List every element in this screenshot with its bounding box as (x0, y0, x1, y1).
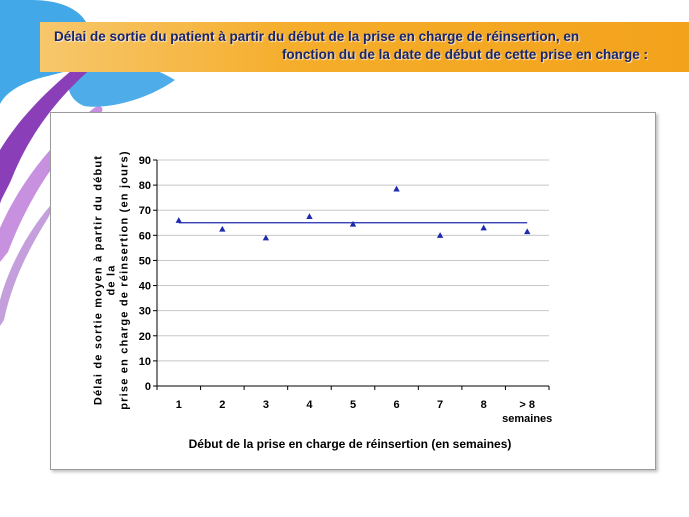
x-axis-label: Début de la prise en charge de réinserti… (188, 437, 512, 451)
y-tick-label: 80 (139, 180, 151, 192)
data-point (306, 213, 313, 220)
data-point (480, 224, 487, 231)
data-point (262, 234, 270, 241)
x-tick-label: 3 (263, 399, 269, 411)
page-title-line-1: Délai de sortie du patient à partir du d… (54, 29, 580, 44)
x-tick-label: 6 (393, 399, 399, 411)
data-point (219, 225, 226, 232)
x-tick-label: 7 (437, 399, 443, 411)
y-tick-label: 0 (145, 381, 151, 393)
y-tick-label: 70 (139, 205, 151, 217)
y-axis-label: Délai de sortie moyen à partir du début … (88, 148, 136, 412)
y-tick-label: 10 (139, 356, 151, 368)
x-tick-label: 5 (350, 399, 356, 411)
x-tick-label: 1 (176, 399, 182, 411)
page-title-line-2: fonction du de la date de début de cette… (281, 47, 648, 62)
title-banner (40, 22, 689, 72)
data-point (175, 217, 182, 223)
data-point (436, 232, 444, 238)
x-tick-label: 2 (219, 399, 225, 411)
y-tick-label: 60 (139, 230, 151, 242)
x-tick-label: 4 (306, 399, 313, 411)
y-axis-label-line-2: prise en charge de réinsertion (en jours… (118, 150, 131, 410)
data-point (393, 185, 400, 192)
y-tick-label: 20 (139, 331, 151, 343)
y-axis-label-line-1: Délai de sortie moyen à partir du début … (92, 154, 118, 406)
x-tick-label: 8 (481, 399, 487, 411)
y-tick-label: 90 (139, 155, 151, 167)
data-point (349, 220, 357, 227)
chart-frame (50, 112, 656, 470)
y-tick-label: 40 (139, 281, 151, 293)
x-tick-label: > 8 semaines (502, 399, 552, 425)
y-tick-label: 50 (139, 255, 151, 267)
y-tick-label: 30 (139, 306, 151, 318)
data-point (524, 228, 531, 235)
